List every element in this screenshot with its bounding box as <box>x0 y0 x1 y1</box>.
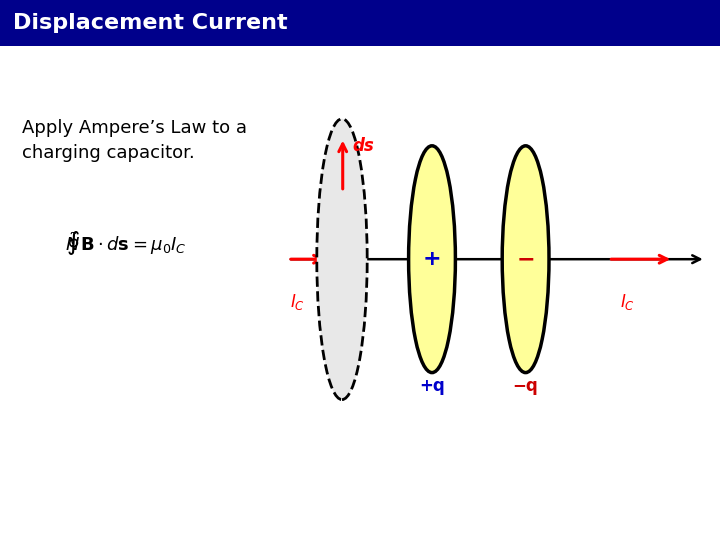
Text: Apply Ampere’s Law to a
charging capacitor.: Apply Ampere’s Law to a charging capacit… <box>22 119 246 162</box>
Text: +: + <box>423 249 441 269</box>
Text: $I_C$: $I_C$ <box>621 292 635 312</box>
Text: −q: −q <box>513 377 539 395</box>
Text: Displacement Current: Displacement Current <box>13 13 287 33</box>
Bar <box>0 0 720 46</box>
Text: $I_C$: $I_C$ <box>290 292 305 312</box>
Text: $\tilde{N}\!\!\!\!\oint \mathbf{B} \cdot d\mathbf{s} = \mu_0 I_C$: $\tilde{N}\!\!\!\!\oint \mathbf{B} \cdot… <box>65 229 186 257</box>
Ellipse shape <box>503 146 549 373</box>
Ellipse shape <box>409 146 456 373</box>
Text: +q: +q <box>419 377 445 395</box>
Ellipse shape <box>317 119 367 400</box>
Text: −: − <box>516 249 535 269</box>
Text: ds: ds <box>353 137 374 155</box>
